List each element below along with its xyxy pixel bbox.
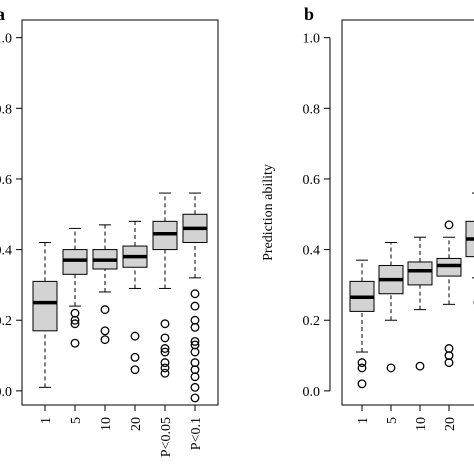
outlier	[415, 361, 425, 371]
box	[152, 220, 178, 251]
y-tick-label: 0.4	[303, 244, 321, 259]
x-tick-label: P<0.1	[189, 417, 204, 450]
outlier	[130, 352, 140, 362]
outlier	[386, 363, 396, 373]
y-tick-label: 0.6	[303, 173, 321, 188]
outlier	[70, 315, 80, 325]
box	[436, 257, 462, 277]
x-tick-label: P<0.05	[472, 417, 474, 457]
outlier	[444, 358, 454, 368]
y-tick-label: 0.2	[303, 314, 321, 329]
y-tick-label: 0.8	[303, 102, 321, 117]
outlier	[190, 347, 200, 357]
outlier	[130, 331, 140, 341]
outlier	[160, 363, 170, 373]
x-tick-label: 5	[69, 417, 84, 424]
y-tick-label: 1.0	[0, 32, 12, 47]
outlier	[160, 333, 170, 343]
outlier	[160, 358, 170, 368]
outlier	[444, 220, 454, 230]
x-tick-label: 10	[99, 417, 114, 431]
y-tick-label: 0.0	[0, 385, 12, 400]
plot-frame	[21, 19, 219, 406]
panel-label: a	[0, 4, 5, 24]
plot-frame	[341, 19, 474, 406]
box	[407, 261, 433, 286]
x-tick-label: 1	[356, 417, 371, 424]
outlier	[160, 368, 170, 378]
x-tick-label: 5	[385, 417, 400, 424]
outlier	[190, 372, 200, 382]
outlier	[190, 322, 200, 332]
y-tick-label: 0.8	[0, 102, 12, 117]
outlier	[357, 363, 367, 373]
x-tick-label: P<0.05	[159, 417, 174, 457]
x-tick-label: 1	[39, 417, 54, 424]
outlier	[160, 319, 170, 329]
x-tick-label: 20	[129, 417, 144, 431]
y-tick-label: 0.2	[0, 314, 12, 329]
y-tick-label: 1.0	[303, 32, 321, 47]
outlier	[70, 338, 80, 348]
outlier	[357, 379, 367, 389]
outlier	[100, 326, 110, 336]
outlier	[190, 301, 200, 311]
y-tick-label: 0.4	[0, 244, 12, 259]
y-tick-label: 0.0	[303, 385, 321, 400]
outlier	[190, 336, 200, 346]
box	[62, 249, 88, 275]
outlier	[100, 305, 110, 315]
box	[32, 280, 58, 332]
outlier	[130, 365, 140, 375]
outlier	[190, 393, 200, 403]
outlier	[100, 335, 110, 345]
outlier	[70, 319, 80, 329]
outlier	[190, 382, 200, 392]
panel-label: b	[304, 4, 314, 24]
outlier	[160, 344, 170, 353]
x-tick-label: 20	[443, 417, 458, 431]
outlier	[190, 289, 200, 299]
outlier	[160, 347, 170, 357]
outlier	[357, 358, 367, 368]
y-tick-label: 0.6	[0, 173, 12, 188]
x-tick-label: 10	[414, 417, 429, 431]
y-axis-label: Prediction ability	[261, 164, 276, 261]
